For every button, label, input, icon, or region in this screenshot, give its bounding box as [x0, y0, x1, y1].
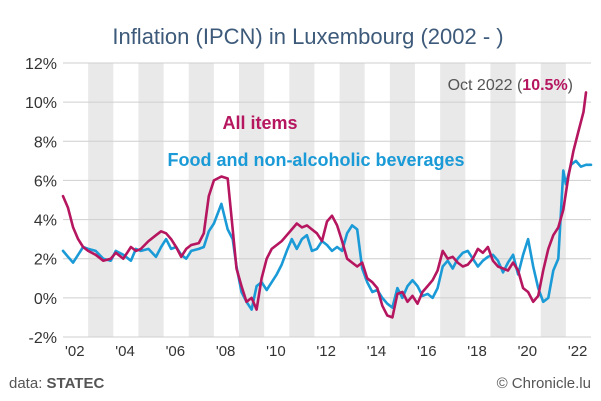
- copyright: © Chronicle.lu: [497, 375, 591, 392]
- x-tick-label: '06: [166, 343, 186, 360]
- y-axis: 12% 10% 8% 6% 4% 2% 0% -2%: [25, 56, 591, 347]
- series-lines: [61, 91, 593, 319]
- year-band: [188, 63, 214, 337]
- year-band: [339, 63, 365, 337]
- annotation-value: 10.5%: [522, 77, 567, 94]
- x-tick-label: '14: [367, 343, 387, 360]
- x-tick-label: '18: [467, 343, 487, 360]
- series-label-food: Food and non-alcoholic beverages: [167, 150, 464, 170]
- year-band: [88, 63, 114, 337]
- x-tick-label: '20: [518, 343, 538, 360]
- year-band: [289, 63, 315, 337]
- x-tick-label: '04: [115, 343, 135, 360]
- annotation-suffix: ): [568, 77, 573, 94]
- y-tick-label: 10%: [25, 95, 57, 112]
- annotation-oct-2022: Oct 2022 (10.5%): [448, 77, 573, 94]
- x-tick-label: '16: [417, 343, 437, 360]
- series-line-food: [61, 159, 593, 311]
- y-tick-label: 12%: [25, 56, 57, 73]
- year-bands: [88, 63, 566, 337]
- x-tick-label: '22: [568, 343, 588, 360]
- y-tick-label: 4%: [34, 213, 57, 230]
- x-tick-label: '10: [266, 343, 286, 360]
- source-credit: data: STATEC: [9, 375, 104, 392]
- year-band: [440, 63, 466, 337]
- series-line-all-items: [61, 91, 588, 319]
- y-tick-label: 0%: [34, 291, 57, 308]
- annotation-prefix: Oct 2022 (: [448, 77, 523, 94]
- y-tick-label: 8%: [34, 134, 57, 151]
- year-band: [138, 63, 164, 337]
- x-tick-label: '02: [65, 343, 85, 360]
- source-name: STATEC: [47, 375, 105, 392]
- x-axis: '02 '04 '06 '08 '10 '12 '14 '16 '18 '20 '22: [65, 343, 587, 360]
- series-label-all-items: All items: [222, 113, 297, 133]
- y-tick-label: 2%: [34, 252, 57, 269]
- year-band: [490, 63, 516, 337]
- x-tick-label: '12: [316, 343, 336, 360]
- y-tick-label: 6%: [34, 173, 57, 190]
- chart-title: Inflation (IPCN) in Luxembourg (2002 - ): [112, 24, 503, 49]
- source-prefix: data:: [9, 375, 47, 392]
- y-tick-label: -2%: [29, 330, 57, 347]
- x-tick-label: '08: [216, 343, 236, 360]
